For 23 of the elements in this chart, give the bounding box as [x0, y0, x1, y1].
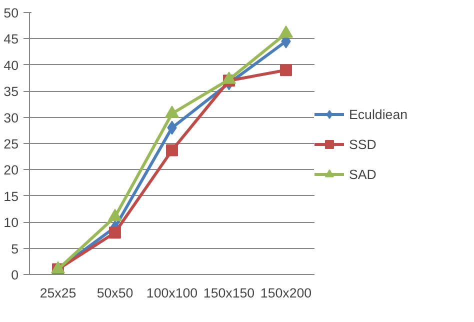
y-tick-label: 50 [4, 6, 19, 20]
point [108, 208, 122, 222]
x-tick-label: 25x25 [40, 286, 76, 300]
y-tick-label: 30 [4, 110, 19, 126]
x-tick-label: 50x50 [96, 286, 134, 300]
y-tick-label: 25 [4, 136, 19, 152]
x-tick-label: 150x200 [260, 286, 312, 300]
x-tick-label: 100x100 [146, 286, 198, 300]
y-tick-label: 5 [11, 241, 19, 256]
y-tick-label: 15 [4, 188, 19, 204]
point [280, 64, 292, 76]
y-tick-label: 40 [4, 58, 19, 73]
legend-label: SSD [349, 136, 376, 152]
y-tick-label: 45 [4, 32, 19, 47]
x-tick-label: 150x150 [203, 286, 255, 300]
legend-label: Eculdiean [349, 106, 408, 122]
y-tick-label: 35 [4, 84, 19, 100]
point [109, 226, 121, 239]
y-tick-label: 20 [4, 162, 19, 178]
y-tick-label: 0 [11, 268, 19, 282]
point [166, 144, 178, 156]
y-tick-label: 10 [4, 215, 19, 230]
legend-label: SAD [349, 166, 376, 182]
